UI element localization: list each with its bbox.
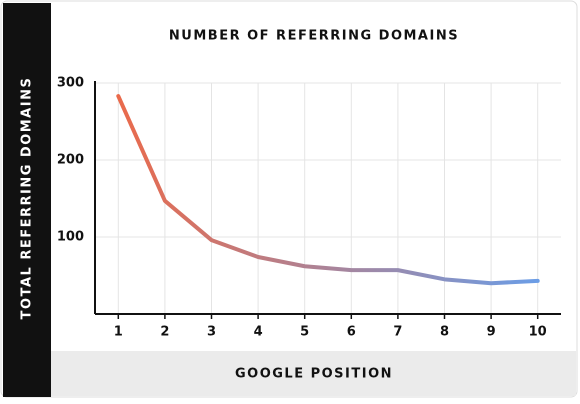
x-label-band xyxy=(51,351,576,396)
line xyxy=(116,94,540,286)
x-tick-label: 1 xyxy=(114,325,123,340)
x-tick-label: 9 xyxy=(487,325,496,340)
x-tick-label: 10 xyxy=(529,325,547,340)
x-tick-label: 7 xyxy=(393,325,402,340)
x-tick-label: 3 xyxy=(207,325,216,340)
x-tick-label: 8 xyxy=(440,325,449,340)
y-label-band xyxy=(3,3,51,397)
x-axis-label: GOOGLE POSITION xyxy=(235,367,393,382)
y-tick-label: 300 xyxy=(57,76,84,91)
x-tick-label: 6 xyxy=(347,325,356,340)
y-tick-label: 200 xyxy=(57,153,84,168)
chart-title: NUMBER OF REFERRING DOMAINS xyxy=(169,29,459,44)
x-tick-label: 5 xyxy=(300,325,309,340)
y-axis-label: TOTAL REFERRING DOMAINS xyxy=(20,77,35,320)
x-tick-label: 4 xyxy=(254,325,263,340)
x-tick-label: 2 xyxy=(160,325,169,340)
y-tick-label: 100 xyxy=(57,230,84,245)
